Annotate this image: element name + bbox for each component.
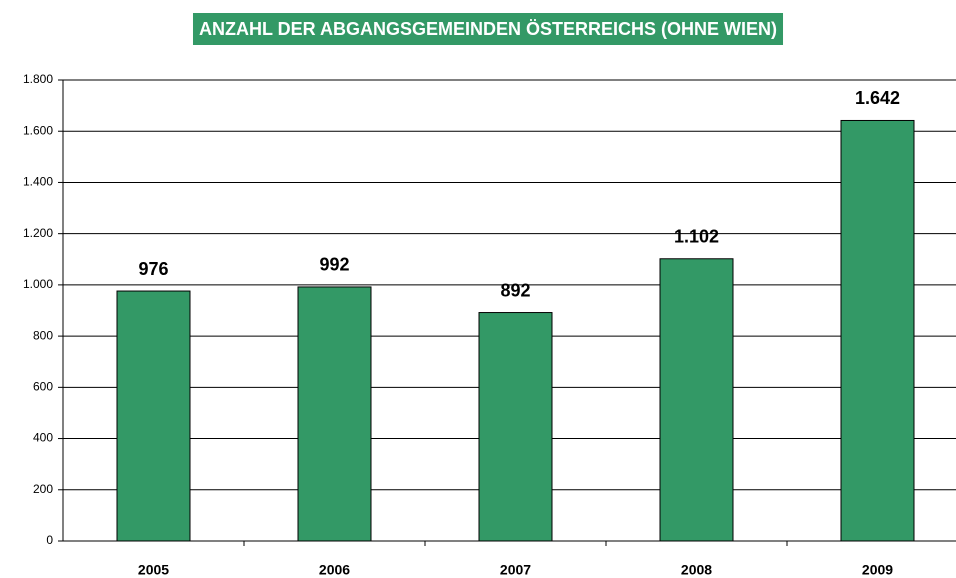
bar [116,290,191,542]
y-tick-label: 1.000 [23,277,53,291]
bar [659,258,734,542]
x-tick-label: 2008 [681,562,712,578]
y-tick-label: 600 [33,380,53,394]
y-tick-label: 1.800 [23,72,53,86]
title-background [192,13,784,45]
bar [840,119,915,542]
chart-title: ANZAHL DER ABGANGSGEMEINDEN ÖSTERREICHS … [199,19,777,39]
value-label: 1.642 [855,88,900,108]
x-tick-label: 2009 [862,562,893,578]
y-tick-label: 800 [33,328,53,342]
value-label: 976 [138,259,168,279]
value-label: 992 [319,255,349,275]
x-tick-label: 2007 [500,562,531,578]
y-tick-label: 400 [33,431,53,445]
y-tick-label: 0 [46,533,53,547]
x-tick-label: 2005 [138,562,169,578]
x-tick-label: 2006 [319,562,350,578]
y-tick-label: 1.200 [23,226,53,240]
y-tick-label: 1.400 [23,175,53,189]
value-label: 1.102 [674,227,719,247]
y-tick-label: 200 [33,482,53,496]
y-tick-label: 1.600 [23,123,53,137]
bar [297,286,372,542]
value-label: 892 [500,280,530,300]
bar [478,312,553,542]
